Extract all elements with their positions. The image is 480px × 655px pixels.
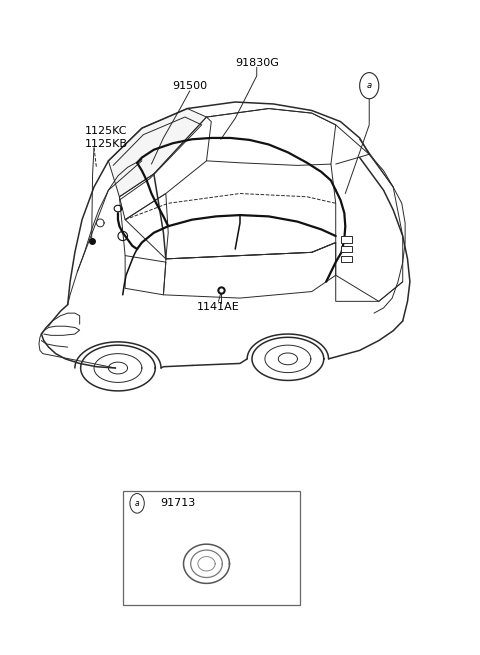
Text: 91500: 91500 [172,81,207,90]
Bar [341,246,352,252]
Text: 1125KC: 1125KC [84,126,127,136]
Text: 91713: 91713 [160,498,195,508]
Circle shape [130,493,144,513]
Text: a: a [367,81,372,90]
Polygon shape [108,109,206,196]
Circle shape [360,73,379,99]
Text: 91830G: 91830G [235,58,279,67]
Bar [341,236,352,242]
Text: a: a [135,499,139,508]
Text: 1125KB: 1125KB [84,140,128,149]
Text: 1141AE: 1141AE [197,301,240,312]
Bar [123,491,300,605]
Bar [341,255,352,262]
